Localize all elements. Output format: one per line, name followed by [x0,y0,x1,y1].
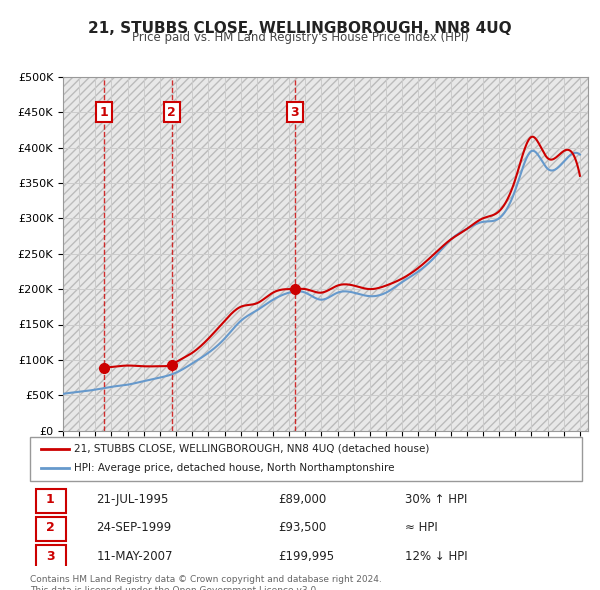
Text: ≈ HPI: ≈ HPI [406,522,438,535]
Text: 24-SEP-1999: 24-SEP-1999 [96,522,172,535]
Text: 21, STUBBS CLOSE, WELLINGBOROUGH, NN8 4UQ (detached house): 21, STUBBS CLOSE, WELLINGBOROUGH, NN8 4U… [74,444,430,454]
Text: £199,995: £199,995 [278,550,335,563]
Text: HPI: Average price, detached house, North Northamptonshire: HPI: Average price, detached house, Nort… [74,464,395,473]
Text: 12% ↓ HPI: 12% ↓ HPI [406,550,468,563]
Text: £93,500: £93,500 [278,522,326,535]
Text: 3: 3 [290,106,299,119]
Text: 11-MAY-2007: 11-MAY-2007 [96,550,173,563]
Text: 2: 2 [167,106,176,119]
FancyBboxPatch shape [35,517,66,540]
Text: 30% ↑ HPI: 30% ↑ HPI [406,493,468,506]
Text: Contains HM Land Registry data © Crown copyright and database right 2024.
This d: Contains HM Land Registry data © Crown c… [30,575,382,590]
Text: 21, STUBBS CLOSE, WELLINGBOROUGH, NN8 4UQ: 21, STUBBS CLOSE, WELLINGBOROUGH, NN8 4U… [88,21,512,35]
FancyBboxPatch shape [63,77,588,431]
Text: Price paid vs. HM Land Registry's House Price Index (HPI): Price paid vs. HM Land Registry's House … [131,31,469,44]
Text: 1: 1 [46,493,55,506]
Text: 1: 1 [100,106,109,119]
Text: 3: 3 [46,550,55,563]
Text: 21-JUL-1995: 21-JUL-1995 [96,493,169,506]
FancyBboxPatch shape [35,545,66,569]
Text: 2: 2 [46,522,55,535]
FancyBboxPatch shape [35,489,66,513]
Text: £89,000: £89,000 [278,493,326,506]
FancyBboxPatch shape [30,437,582,481]
